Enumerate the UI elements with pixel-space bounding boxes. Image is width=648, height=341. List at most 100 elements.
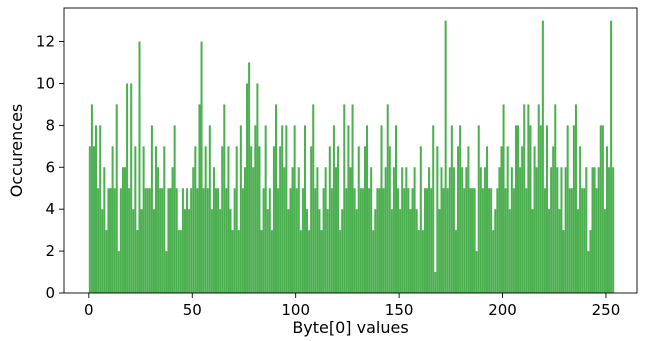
- histogram-bar: [324, 167, 327, 293]
- histogram-bar: [314, 188, 317, 293]
- histogram-bar: [510, 167, 513, 293]
- histogram-bar: [430, 188, 433, 293]
- histogram-bar: [479, 167, 482, 293]
- histogram-bar: [500, 146, 503, 293]
- histogram-bar: [204, 146, 207, 293]
- histogram-bar: [572, 125, 575, 294]
- histogram-bars: [88, 20, 615, 294]
- histogram-bar: [90, 104, 93, 293]
- histogram-bar: [88, 146, 91, 293]
- x-axis-label: Byte[0] values: [292, 318, 408, 337]
- histogram-bar: [299, 230, 302, 293]
- histogram-bar: [477, 125, 480, 294]
- histogram-bar: [601, 125, 604, 294]
- histogram-bar: [423, 188, 426, 293]
- histogram-bar: [355, 209, 358, 293]
- histogram-bar: [293, 125, 296, 294]
- histogram-bar: [212, 167, 215, 293]
- histogram-bar: [483, 167, 486, 293]
- histogram-bar: [504, 188, 507, 293]
- histogram-bar: [322, 188, 325, 293]
- histogram-bar: [150, 125, 153, 294]
- histogram-bar: [303, 125, 306, 294]
- histogram-bar: [577, 209, 580, 293]
- histogram-bar: [514, 125, 517, 294]
- histogram-bar: [558, 209, 561, 293]
- histogram-bar: [492, 230, 495, 293]
- histogram-bar: [121, 167, 124, 293]
- histogram-bar: [392, 167, 395, 293]
- histogram-bar: [543, 188, 546, 293]
- histogram-bar: [488, 188, 491, 293]
- histogram-bar: [382, 188, 385, 293]
- histogram-bar: [194, 146, 197, 293]
- histogram-bar: [512, 188, 515, 293]
- histogram-bar: [217, 188, 220, 293]
- histogram-bar: [409, 209, 412, 293]
- histogram-bar: [343, 104, 346, 293]
- y-tick-label: 6: [45, 158, 55, 176]
- histogram-bar: [446, 188, 449, 293]
- histogram-bar: [481, 188, 484, 293]
- histogram-bar: [97, 188, 100, 293]
- histogram-bar: [256, 83, 259, 293]
- histogram-bar: [291, 167, 294, 293]
- histogram-bar: [258, 146, 261, 293]
- histogram-bar: [434, 272, 437, 293]
- histogram-bar: [274, 104, 278, 293]
- histogram-bar: [281, 125, 284, 294]
- histogram-bar: [585, 167, 588, 293]
- histogram-bar: [583, 188, 586, 293]
- x-tick-label: 100: [281, 301, 310, 319]
- histogram-bar: [130, 83, 133, 293]
- histogram-bar: [417, 230, 420, 293]
- histogram-bar: [198, 104, 201, 293]
- histogram-bar: [235, 146, 238, 293]
- x-tick-label: 50: [183, 301, 202, 319]
- histogram-bar: [107, 188, 110, 293]
- histogram-bar: [440, 167, 443, 293]
- histogram-bar: [289, 188, 292, 293]
- histogram-bar: [144, 188, 147, 293]
- histogram-bar: [239, 125, 242, 294]
- histogram-bar: [155, 146, 158, 293]
- histogram-bar: [413, 167, 416, 293]
- histogram-bar: [270, 230, 273, 293]
- histogram-bar: [426, 188, 429, 293]
- histogram-bar: [376, 188, 379, 293]
- histogram-bar: [432, 125, 435, 294]
- histogram-bar: [113, 188, 116, 293]
- histogram-bar: [502, 104, 505, 293]
- histogram-bar: [262, 188, 265, 293]
- histogram-bar: [436, 146, 439, 293]
- histogram-bar: [541, 20, 544, 294]
- histogram-bar: [227, 146, 230, 293]
- histogram-bar: [272, 146, 275, 293]
- histogram-bar: [519, 167, 522, 293]
- y-tick-label: 0: [45, 284, 55, 302]
- histogram-bar: [229, 209, 232, 293]
- histogram-bar: [221, 146, 224, 293]
- histogram-bar: [165, 251, 168, 293]
- histogram-bar: [277, 188, 280, 293]
- histogram-bar: [370, 167, 373, 293]
- histogram-bar: [310, 146, 313, 293]
- histogram-bar: [285, 125, 288, 294]
- histogram-bar: [351, 104, 354, 293]
- histogram-bar: [287, 209, 290, 293]
- y-tick-label: 2: [45, 242, 55, 260]
- histogram-bar: [266, 209, 269, 293]
- histogram-bar: [306, 209, 309, 293]
- histogram-bar: [361, 188, 364, 293]
- histogram-bar: [206, 188, 209, 293]
- histogram-bar: [295, 188, 298, 293]
- histogram-bar: [368, 188, 371, 293]
- histogram-bar: [349, 167, 352, 293]
- histogram-bar: [231, 230, 234, 293]
- histogram-bar: [508, 209, 511, 293]
- histogram-bar: [366, 125, 369, 294]
- x-tick-label: 200: [488, 301, 517, 319]
- histogram-bar: [548, 209, 551, 293]
- histogram-bar: [250, 146, 253, 293]
- histogram-bar: [223, 104, 226, 293]
